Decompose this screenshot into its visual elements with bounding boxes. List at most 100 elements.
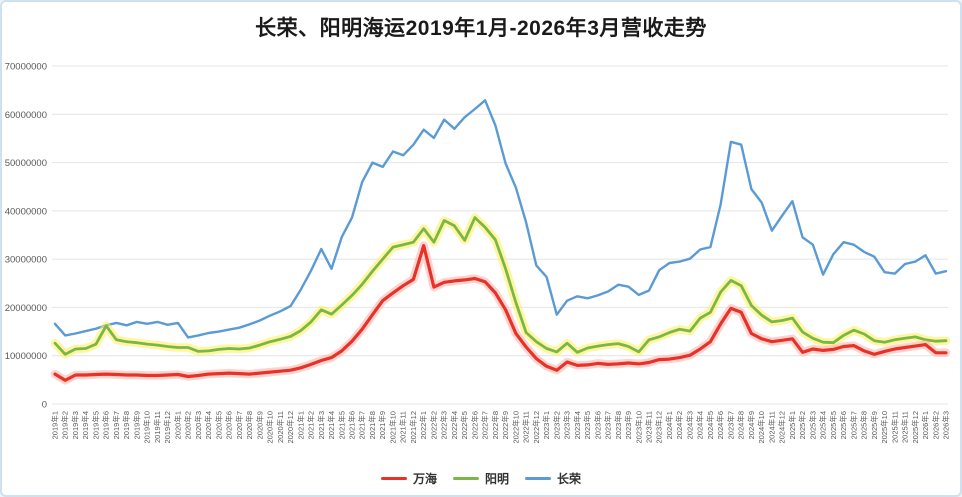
x-axis-tick-label: 2022年8 — [490, 411, 500, 439]
x-axis-tick-label: 2022年3 — [439, 411, 449, 439]
x-axis-tick-label: 2025年9 — [869, 411, 879, 439]
x-axis-tick-label: 2023年9 — [623, 411, 633, 439]
x-axis-tick-label: 2026年3 — [941, 411, 951, 439]
x-axis-tick-label: 2019年1 — [50, 411, 60, 439]
legend-label-wanhai: 万海 — [412, 472, 437, 486]
y-axis-tick-label: 70000000 — [5, 62, 47, 73]
x-axis-tick-label: 2025年11 — [900, 411, 910, 443]
x-axis-tick-label: 2019年11 — [152, 411, 162, 443]
x-axis-tick-label: 2024年1 — [664, 411, 674, 439]
x-axis-tick-label: 2021年11 — [398, 411, 408, 443]
x-axis-tick-label: 2024年9 — [746, 411, 756, 439]
y-axis-tick-label: 50000000 — [5, 158, 47, 169]
x-axis-tick-label: 2024年8 — [736, 411, 746, 439]
chart-title: 长荣、阳明海运2019年1月-2026年3月营收走势 — [255, 17, 707, 40]
wanhai-line-swatch — [380, 477, 407, 480]
x-axis-tick-label: 2019年4 — [80, 411, 90, 439]
x-axis-tick-label: 2020年8 — [244, 411, 254, 439]
x-axis-tick-label: 2019年3 — [70, 411, 80, 439]
x-axis-tick-label: 2021年7 — [357, 411, 367, 439]
x-axis-tick-label: 2021年6 — [347, 411, 357, 439]
yangming-line-swatch — [452, 477, 479, 480]
x-axis-tick-label: 2020年4 — [203, 411, 213, 439]
x-axis-tick-label: 2020年11 — [275, 411, 285, 443]
x-axis-tick-label: 2023年8 — [613, 411, 623, 439]
series-glow-阳明 — [50, 213, 951, 359]
x-axis-tick-label: 2020年1 — [172, 411, 182, 439]
y-axis-tick-label: 0 — [42, 400, 47, 411]
x-axis-tick-label: 2024年12 — [777, 411, 787, 444]
x-axis-tick-label: 2021年5 — [336, 411, 346, 439]
series-line-长荣 — [53, 99, 948, 339]
x-axis-tick-label: 2020年3 — [193, 411, 203, 439]
x-axis-tick-label: 2019年6 — [101, 411, 111, 439]
x-axis-tick-label: 2020年7 — [234, 411, 244, 439]
x-axis-tick-label: 2024年3 — [684, 411, 694, 439]
y-axis-tick-label: 60000000 — [5, 110, 47, 121]
evergreen-line-swatch — [525, 477, 551, 480]
series-line-万海 — [53, 244, 948, 382]
x-axis-tick-label: 2023年10 — [633, 411, 643, 444]
x-axis-tick-label: 2022年12 — [531, 411, 541, 444]
y-axis-tick-label: 20000000 — [5, 303, 47, 314]
x-axis-tick-label: 2024年4 — [695, 411, 705, 439]
x-axis-tick-label: 2020年9 — [254, 411, 264, 439]
x-axis-tick-label: 2022年10 — [510, 411, 520, 444]
x-axis-tick-label: 2022年7 — [480, 411, 490, 439]
legend-label-evergreen: 长荣 — [557, 472, 582, 486]
x-axis-tick-label: 2023年6 — [592, 411, 602, 439]
x-axis-tick-label: 2021年4 — [326, 411, 336, 439]
x-axis-tick-label: 2019年10 — [142, 411, 152, 444]
legend-item-yangming[interactable]: 阳明 — [452, 470, 509, 487]
x-axis-tick-label: 2022年2 — [428, 411, 438, 439]
x-axis-tick-label: 2025年2 — [797, 411, 807, 439]
x-axis-tick-label: 2025年1 — [787, 411, 797, 439]
x-axis-tick-label: 2021年8 — [367, 411, 377, 439]
x-axis-tick-label: 2021年1 — [295, 411, 305, 439]
x-axis-tick-label: 2021年10 — [387, 411, 397, 444]
x-axis-tick-label: 2026年1 — [920, 411, 930, 439]
x-axis-tick-label: 2023年4 — [572, 411, 582, 439]
x-axis-tick-label: 2019年8 — [121, 411, 131, 439]
x-axis-tick-label: 2023年12 — [654, 411, 664, 444]
x-axis-tick-label: 2020年6 — [224, 411, 234, 439]
x-axis-tick-label: 2024年5 — [705, 411, 715, 439]
x-axis-tick-label: 2022年6 — [469, 411, 479, 439]
legend-label-yangming: 阳明 — [484, 472, 509, 486]
x-axis-tick-label: 2021年3 — [316, 411, 326, 439]
x-axis-tick-label: 2022年9 — [500, 411, 510, 439]
x-axis-tick-label: 2019年7 — [111, 411, 121, 439]
x-axis-tick-label: 2023年2 — [551, 411, 561, 439]
legend-item-evergreen[interactable]: 长荣 — [525, 470, 581, 487]
x-axis-tick-label: 2019年9 — [131, 411, 141, 439]
x-axis-tick-label: 2023年5 — [582, 411, 592, 439]
x-axis-tick-label: 2021年9 — [377, 411, 387, 439]
x-axis-tick-label: 2023年3 — [562, 411, 572, 439]
x-axis-tick-label: 2024年2 — [674, 411, 684, 439]
y-axis-tick-label: 40000000 — [5, 206, 47, 217]
x-axis-tick-label: 2025年8 — [859, 411, 869, 439]
x-axis-tick-label: 2025年6 — [838, 411, 848, 439]
x-axis-tick-label: 2020年5 — [213, 411, 223, 439]
x-axis-tick-label: 2024年11 — [766, 411, 776, 443]
x-axis-tick-label: 2023年7 — [603, 411, 613, 439]
legend-item-wanhai[interactable]: 万海 — [380, 470, 437, 487]
x-axis-tick-label: 2022年4 — [449, 411, 459, 439]
x-axis-tick-label: 2019年5 — [90, 411, 100, 439]
x-axis-tick-label: 2020年2 — [183, 411, 193, 439]
x-axis-tick-label: 2019年2 — [60, 411, 70, 439]
x-axis-tick-label: 2020年12 — [285, 411, 295, 444]
y-axis-tick-label: 30000000 — [5, 255, 47, 266]
x-axis-tick-label: 2025年4 — [818, 411, 828, 439]
x-axis-tick-label: 2022年11 — [521, 411, 531, 443]
x-axis-tick-label: 2025年5 — [828, 411, 838, 439]
x-axis-tick-label: 2024年10 — [756, 411, 766, 444]
x-axis-tick-label: 2023年11 — [644, 411, 654, 443]
x-axis-tick-label: 2022年5 — [459, 411, 469, 439]
x-axis-tick-label: 2025年10 — [879, 411, 889, 444]
x-axis-tick-label: 2023年1 — [541, 411, 551, 439]
x-axis-tick-label: 2025年11 — [889, 411, 899, 443]
x-axis-tick-label: 2026年2 — [930, 411, 940, 439]
